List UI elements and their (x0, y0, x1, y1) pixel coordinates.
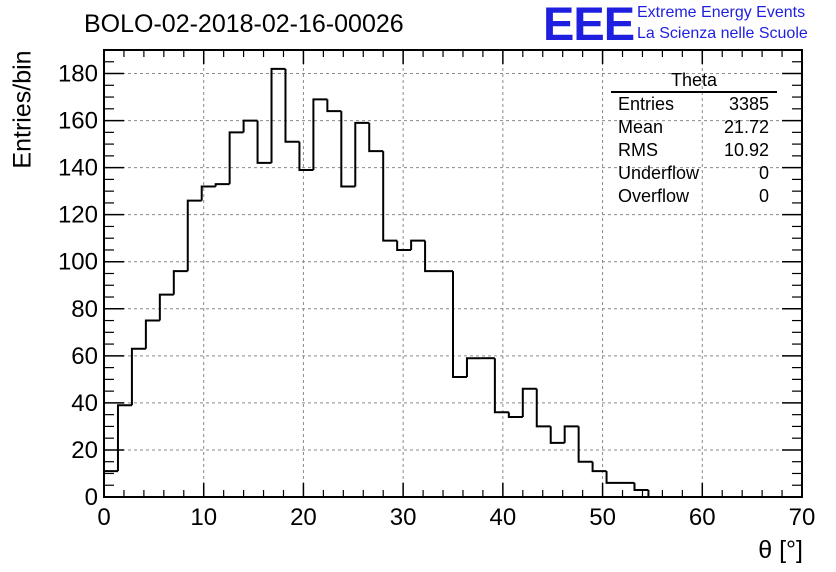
logo-line-2: La Scienza nelle Scuole (637, 25, 808, 42)
histogram-bin (186, 199, 202, 272)
stats-value: 0 (758, 186, 769, 206)
histogram-bin (396, 240, 412, 251)
y-tick-label: 180 (58, 61, 98, 88)
y-tick-label: 0 (85, 484, 98, 511)
x-tick-label: 10 (190, 504, 217, 531)
stats-label: Mean (618, 117, 664, 137)
y-tick-label: 40 (71, 390, 98, 417)
stats-label: RMS (618, 140, 658, 160)
stats-label: Entries (618, 94, 675, 114)
stats-value: 21.72 (723, 117, 769, 137)
x-tick-label: 30 (390, 504, 417, 531)
x-axis-label: θ [°] (758, 536, 803, 564)
histogram-bin (521, 387, 537, 418)
histogram-bin (605, 471, 621, 484)
histogram-bin (647, 489, 663, 498)
chart-title: BOLO-02-2018-02-16-00026 (84, 10, 404, 38)
x-tick-label: 40 (490, 504, 517, 531)
y-tick-label: 60 (71, 343, 98, 370)
histogram-bin (116, 404, 132, 472)
axis-ticks (103, 49, 803, 498)
stats-value: 10.92 (723, 140, 769, 160)
stats-box: Theta Entries 3385 Mean 21.72 RMS 10.92 … (611, 70, 777, 208)
histogram-bin (242, 119, 258, 133)
histogram-bin (354, 121, 370, 187)
histogram-bin (368, 122, 384, 153)
histogram-bin (228, 131, 244, 185)
stats-title: Theta (611, 70, 777, 93)
histogram-bin (563, 425, 579, 443)
histogram-bin (591, 461, 607, 473)
histogram-bin (270, 67, 286, 163)
histogram-bin (549, 426, 565, 444)
histogram-bin (144, 319, 160, 349)
tick-labels: 0 10 20 30 40 50 60 70 0 20 40 60 80 100 120 140 160 180 (58, 61, 815, 531)
stats-row-entries: Entries 3385 (611, 93, 777, 116)
histogram-bin (493, 358, 509, 414)
histogram-bin (410, 239, 426, 250)
y-tick-label: 20 (71, 437, 98, 464)
stats-value: 3385 (728, 94, 769, 114)
histogram-bin (284, 68, 300, 143)
stats-row-underflow: Underflow 0 (611, 162, 777, 185)
histogram-bin (507, 412, 523, 419)
histogram-bin (298, 141, 314, 171)
histogram-bin (340, 111, 356, 188)
x-tick-label: 60 (689, 504, 716, 531)
histogram-bin (382, 151, 398, 242)
histogram-bin (130, 347, 146, 406)
histogram-bin (465, 357, 481, 378)
y-tick-label: 140 (58, 155, 98, 182)
histogram-bin (577, 426, 593, 463)
histogram-bin (326, 99, 342, 113)
histogram-bin (256, 120, 272, 164)
stats-row-overflow: Overflow 0 (611, 185, 777, 208)
y-tick-label: 120 (58, 202, 98, 229)
x-tick-label: 70 (789, 504, 816, 531)
x-tick-label: 20 (290, 504, 317, 531)
x-tick-label: 50 (589, 504, 616, 531)
histogram-bin (172, 270, 188, 295)
stats-label: Overflow (618, 186, 690, 206)
histogram-bin (214, 183, 230, 187)
histogram-bin (535, 388, 551, 428)
eee-logo: EEE (543, 0, 635, 50)
y-tick-label: 80 (71, 296, 98, 323)
stats-row-rms: RMS 10.92 (611, 139, 777, 162)
stats-row-mean: Mean 21.72 (611, 116, 777, 139)
stats-value: 0 (758, 163, 769, 183)
histogram-bin (200, 185, 216, 201)
histogram-bin (103, 470, 118, 497)
histogram-bin (452, 271, 467, 379)
logo-line-1: Extreme Energy Events (637, 4, 806, 21)
histogram-bin (424, 240, 440, 273)
stats-label: Underflow (618, 163, 700, 183)
x-tick-label: 0 (97, 504, 110, 531)
histogram-bin (633, 482, 649, 491)
y-tick-label: 160 (58, 108, 98, 135)
histogram-bin (158, 293, 174, 321)
y-tick-label: 100 (58, 249, 98, 276)
histogram-bin (312, 98, 328, 170)
